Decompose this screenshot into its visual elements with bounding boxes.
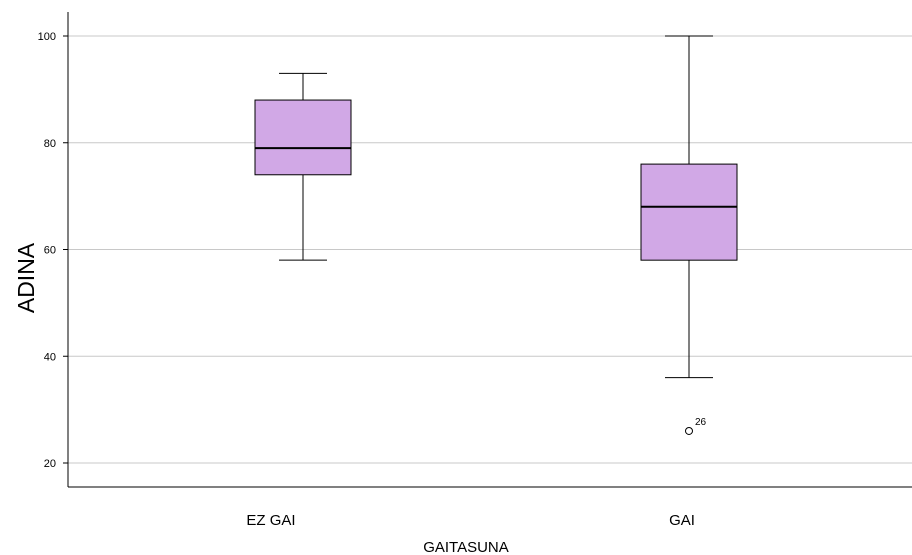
box-series: 26 [254,35,738,435]
iqr-box-gai [640,163,738,261]
y-tick-label-20: 20 [44,458,56,470]
x-axis-title: GAITASUNA [423,539,509,555]
outlier-point-26 [685,426,693,435]
category-label-ez-gai: EZ GAI [246,512,295,529]
y-axis-title: ADINA [13,242,39,313]
box-gai: 26 [640,35,738,435]
box-ez-gai [254,72,352,261]
y-tick-label-60: 60 [44,245,56,257]
y-tick-label-100: 100 [38,31,56,43]
y-tick-labels: 20 40 60 80 100 [38,31,68,470]
y-tick-label-40: 40 [44,351,56,363]
category-label-gai: GAI [669,512,695,529]
category-labels: EZ GAI GAI [246,512,695,529]
outlier-label-26: 26 [695,417,707,428]
y-tick-label-80: 80 [44,138,56,150]
gridlines [68,35,912,464]
iqr-box-ez-gai [254,99,352,176]
